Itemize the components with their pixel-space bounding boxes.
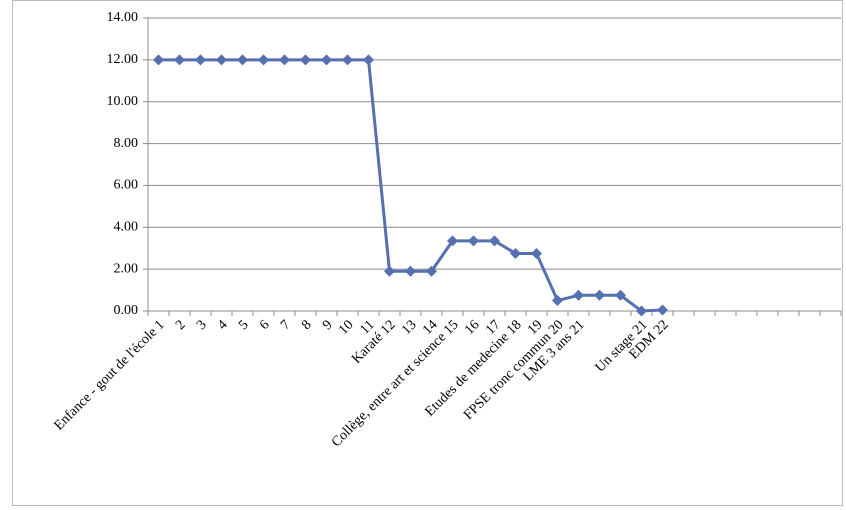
x-tick-label: 2 — [173, 317, 189, 333]
marker — [510, 247, 521, 259]
x-tick-label: Collège, entre art et science 15 — [329, 317, 462, 450]
x-tick-label: 8 — [299, 317, 315, 333]
x-tick-label: 9 — [320, 317, 336, 333]
marker — [237, 54, 248, 66]
marker — [594, 289, 605, 301]
x-tick-label: 4 — [215, 317, 231, 333]
marker — [405, 265, 416, 277]
x-tick-label: 13 — [399, 317, 420, 338]
y-tick-label: 6.00 — [114, 178, 139, 193]
marker — [573, 289, 584, 301]
marker — [363, 54, 374, 66]
marker — [636, 305, 647, 317]
marker — [657, 304, 668, 316]
marker — [195, 54, 206, 66]
x-tick-label: Enfance - gout de l'école 1 — [52, 317, 168, 433]
marker — [300, 54, 311, 66]
marker — [426, 265, 437, 277]
x-tick-label: 7 — [278, 317, 294, 333]
y-tick-label: 14.00 — [107, 10, 139, 25]
x-tick-label: 16 — [462, 317, 483, 338]
marker — [321, 54, 332, 66]
marker — [342, 54, 353, 66]
x-tick-label: 3 — [194, 317, 210, 333]
y-tick-label: 2.00 — [114, 261, 139, 276]
y-tick-label: 4.00 — [114, 220, 139, 235]
chart-frame — [12, 0, 843, 506]
marker — [468, 235, 479, 247]
marker — [279, 54, 290, 66]
marker — [258, 54, 269, 66]
marker — [552, 295, 563, 307]
marker — [153, 54, 164, 66]
y-tick-label: 12.00 — [107, 52, 139, 67]
marker — [174, 54, 185, 66]
marker — [216, 54, 227, 66]
y-tick-label: 8.00 — [114, 136, 139, 151]
marker — [489, 235, 500, 247]
x-tick-label: 10 — [336, 317, 357, 338]
x-tick-label: 6 — [257, 317, 273, 333]
y-tick-label: 10.00 — [107, 94, 139, 109]
marker — [615, 289, 626, 301]
x-tick-label: 5 — [236, 317, 252, 333]
marker — [531, 247, 542, 259]
marker — [447, 235, 458, 247]
marker — [384, 265, 395, 277]
y-tick-label: 0.00 — [114, 303, 139, 318]
